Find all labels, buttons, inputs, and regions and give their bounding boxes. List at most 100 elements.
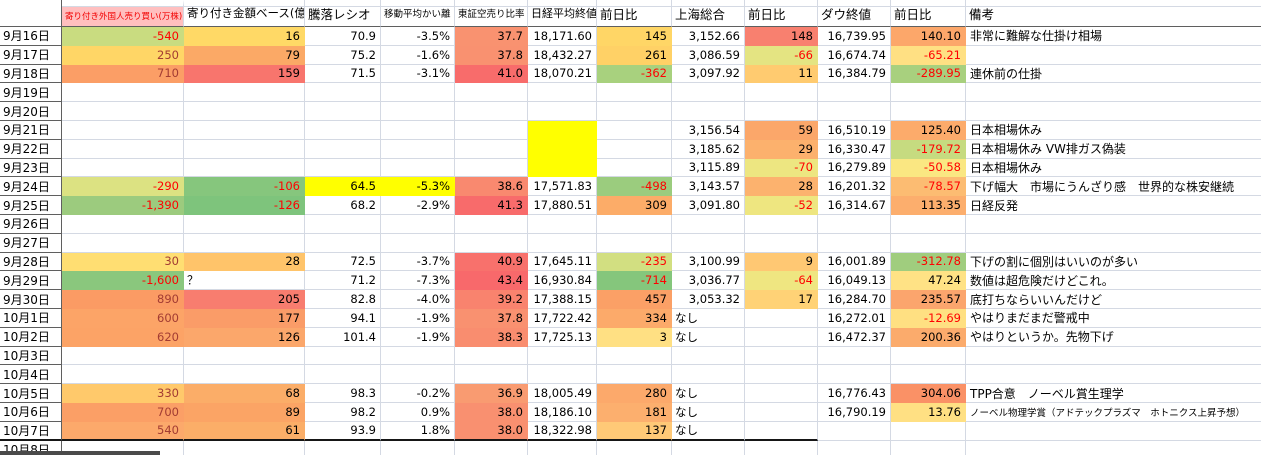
cell-shanghai-change[interactable] (745, 440, 818, 455)
cell-foreign-shares[interactable]: 250 (62, 45, 184, 65)
cell-date[interactable]: 9月18日 (0, 64, 62, 84)
header-nikkei-change[interactable]: 前日比 (597, 0, 672, 27)
cell-date[interactable]: 9月17日 (0, 45, 62, 65)
cell-shanghai-change[interactable] (745, 346, 818, 366)
cell-ma-deviation[interactable] (381, 120, 455, 140)
cell-dow-change[interactable] (891, 102, 966, 121)
cell-short-sell-ratio[interactable]: 41.0 (455, 64, 528, 84)
cell-nikkei-change[interactable]: 334 (597, 308, 672, 328)
cell-shanghai-close[interactable]: なし (672, 402, 745, 422)
cell-ma-deviation[interactable]: -3.7% (381, 252, 455, 272)
cell-short-sell-ratio[interactable] (455, 83, 528, 103)
cell-amount-base[interactable] (184, 102, 305, 121)
cell-amount-base[interactable]: 177 (184, 308, 305, 328)
cell-amount-base[interactable] (184, 440, 305, 455)
header-nikkei-close[interactable]: 日経平均終値 (528, 0, 597, 27)
cell-nikkei-change[interactable]: 137 (597, 421, 672, 441)
cell-nikkei-close[interactable]: 16,930.84 (528, 271, 597, 291)
cell-shanghai-close[interactable]: 3,143.57 (672, 177, 745, 197)
cell-date[interactable]: 9月25日 (0, 196, 62, 215)
cell-amount-base[interactable] (184, 233, 305, 253)
cell-nikkei-change[interactable]: 457 (597, 290, 672, 309)
header-remark[interactable]: 備考 (966, 0, 1261, 27)
cell-shanghai-change[interactable]: -66 (745, 45, 818, 65)
cell-dow-close[interactable]: 16,510.19 (818, 120, 891, 140)
cell-dow-close[interactable]: 16,790.19 (818, 402, 891, 422)
cell-shanghai-close[interactable]: 3,097.92 (672, 64, 745, 84)
cell-short-sell-ratio[interactable] (455, 214, 528, 234)
cell-dow-close[interactable] (818, 365, 891, 385)
cell-dow-close[interactable]: 16,314.67 (818, 196, 891, 215)
cell-date[interactable]: 9月19日 (0, 83, 62, 103)
header-dow-change[interactable]: 前日比 (891, 0, 966, 27)
cell-amount-base[interactable]: 126 (184, 327, 305, 347)
cell-ma-deviation[interactable] (381, 346, 455, 366)
header-updown-ratio[interactable]: 騰落レシオ (305, 0, 381, 27)
cell-short-sell-ratio[interactable] (455, 440, 528, 455)
cell-foreign-shares[interactable]: -540 (62, 27, 184, 46)
cell-shanghai-change[interactable] (745, 421, 818, 441)
cell-remark[interactable]: やはりまだまだ警戒中 (966, 309, 1261, 328)
cell-shanghai-close[interactable] (672, 365, 745, 385)
cell-dow-close[interactable]: 16,384.79 (818, 64, 891, 84)
cell-shanghai-change[interactable]: -52 (745, 196, 818, 215)
cell-date[interactable]: 10月6日 (0, 402, 62, 422)
cell-short-sell-ratio[interactable] (455, 346, 528, 366)
cell-foreign-shares[interactable]: 710 (62, 64, 184, 84)
cell-shanghai-close[interactable]: 3,156.54 (672, 120, 745, 140)
cell-foreign-shares[interactable]: 620 (62, 327, 184, 347)
cell-amount-base[interactable] (184, 120, 305, 140)
cell-shanghai-close[interactable] (672, 102, 745, 121)
cell-foreign-shares[interactable] (62, 120, 184, 140)
cell-shanghai-change[interactable]: -64 (745, 271, 818, 291)
cell-ma-deviation[interactable]: -1.6% (381, 45, 455, 65)
cell-updown-ratio[interactable]: 68.2 (305, 196, 381, 215)
cell-dow-change[interactable]: -312.78 (891, 252, 966, 272)
cell-dow-change[interactable] (891, 346, 966, 366)
cell-short-sell-ratio[interactable] (455, 158, 528, 178)
cell-dow-close[interactable] (818, 440, 891, 455)
cell-shanghai-close[interactable] (672, 440, 745, 455)
cell-amount-base[interactable]: 61 (184, 421, 305, 441)
cell-date[interactable]: 10月7日 (0, 421, 62, 441)
cell-dow-close[interactable]: 16,279.89 (818, 158, 891, 178)
cell-nikkei-change[interactable]: -235 (597, 252, 672, 272)
cell-short-sell-ratio[interactable]: 37.7 (455, 27, 528, 46)
header-short-sell-ratio[interactable]: 東証空売り比率 (455, 0, 528, 27)
cell-remark[interactable] (966, 83, 1261, 103)
cell-updown-ratio[interactable]: 72.5 (305, 252, 381, 272)
cell-remark[interactable] (966, 441, 1261, 455)
cell-date[interactable]: 9月20日 (0, 102, 62, 121)
cell-updown-ratio[interactable]: 101.4 (305, 327, 381, 347)
cell-dow-change[interactable] (891, 214, 966, 234)
cell-remark[interactable]: 連休前の仕掛 (966, 65, 1261, 84)
cell-nikkei-close[interactable]: 17,880.51 (528, 196, 597, 215)
cell-updown-ratio[interactable]: 71.2 (305, 271, 381, 291)
cell-nikkei-close[interactable] (528, 102, 597, 121)
cell-shanghai-change[interactable]: -70 (745, 158, 818, 178)
cell-dow-close[interactable]: 16,776.43 (818, 384, 891, 403)
cell-short-sell-ratio[interactable]: 38.6 (455, 177, 528, 197)
cell-dow-close[interactable]: 16,049.13 (818, 271, 891, 291)
cell-date[interactable]: 9月16日 (0, 27, 62, 46)
cell-date[interactable]: 10月5日 (0, 384, 62, 403)
cell-short-sell-ratio[interactable]: 39.2 (455, 290, 528, 309)
cell-foreign-shares[interactable] (62, 102, 184, 121)
cell-ma-deviation[interactable]: -3.5% (381, 27, 455, 46)
cell-foreign-shares[interactable]: -1,600 (62, 271, 184, 291)
cell-foreign-shares[interactable]: -290 (62, 177, 184, 197)
cell-nikkei-change[interactable] (597, 83, 672, 103)
cell-remark[interactable]: やはりというか。先物下げ (966, 328, 1261, 347)
cell-nikkei-close[interactable] (528, 440, 597, 455)
cell-short-sell-ratio[interactable] (455, 120, 528, 140)
cell-nikkei-close[interactable]: 18,322.98 (528, 421, 597, 441)
header-date[interactable] (0, 0, 62, 27)
cell-remark[interactable]: 日本相場休み VW排ガス偽装 (966, 140, 1261, 159)
cell-nikkei-change[interactable] (597, 346, 672, 366)
cell-date[interactable]: 10月1日 (0, 308, 62, 328)
cell-dow-change[interactable] (891, 421, 966, 441)
cell-nikkei-close[interactable]: 18,070.21 (528, 64, 597, 84)
cell-shanghai-change[interactable] (745, 308, 818, 328)
cell-short-sell-ratio[interactable] (455, 139, 528, 159)
cell-shanghai-close[interactable]: 3,100.99 (672, 252, 745, 272)
